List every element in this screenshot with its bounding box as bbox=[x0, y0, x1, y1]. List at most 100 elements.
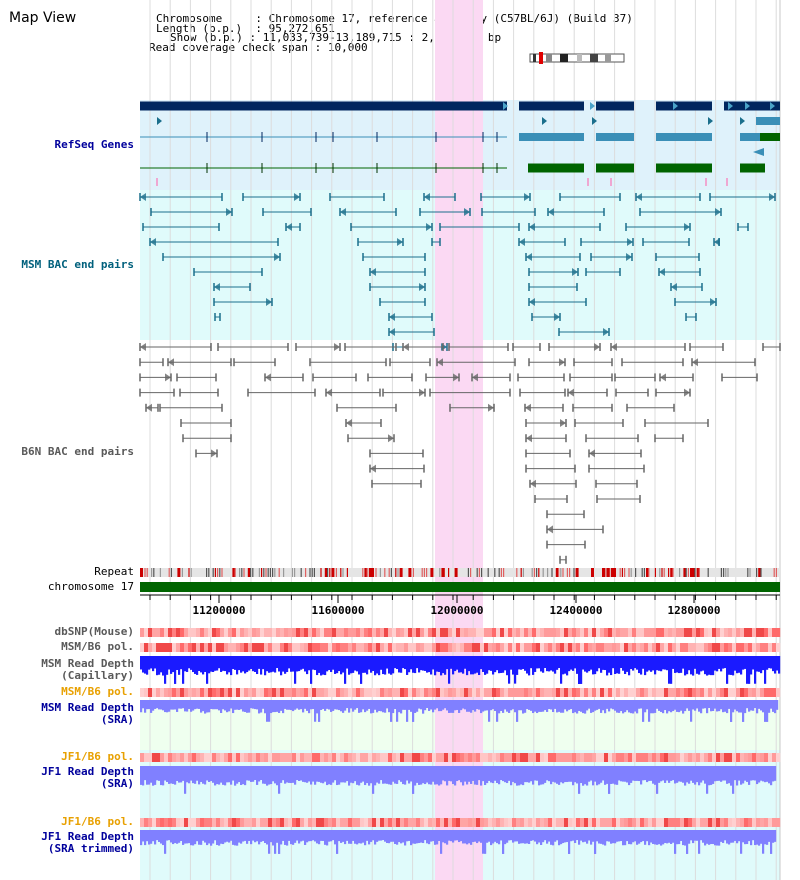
jf1-depth-sra-bar bbox=[238, 766, 241, 783]
jf1-depth-trim-bar bbox=[476, 830, 479, 844]
msm-b6-pol-strip-2-cell bbox=[688, 688, 693, 697]
msm-depth-sra-bar bbox=[318, 700, 321, 722]
repeat-element bbox=[602, 568, 605, 577]
jf1-depth-trim-bar bbox=[586, 830, 589, 844]
dbsnp-strip-cell bbox=[676, 628, 681, 637]
jf1-b6-pol-strip-1-cell bbox=[328, 753, 333, 762]
track-label-jf1-depth-sra[interactable]: JF1 Read Depth (SRA) bbox=[41, 766, 134, 790]
msm-depth-sra-bar bbox=[716, 700, 719, 712]
jf1-depth-sra-bar bbox=[534, 766, 537, 781]
jf1-b6-pol-strip-2-cell bbox=[180, 818, 185, 827]
track-label-msm-b6-pol-2[interactable]: MSM/B6 pol. bbox=[61, 685, 134, 698]
jf1-depth-sra-bar bbox=[504, 766, 507, 783]
msm-depth-sra-bar bbox=[380, 700, 383, 712]
dbsnp-strip-cell bbox=[316, 628, 321, 637]
jf1-b6-pol-strip-2-cell bbox=[384, 818, 389, 827]
pair-arrow bbox=[453, 373, 459, 382]
msm-depth-capillary-bar bbox=[426, 656, 429, 673]
repeat-element bbox=[335, 568, 337, 577]
jf1-b6-pol-strip-2-cell bbox=[468, 818, 473, 827]
jf1-b6-pol-strip-2-cell bbox=[360, 818, 365, 827]
track-label-dbsnp[interactable]: dbSNP(Mouse) bbox=[54, 625, 134, 638]
dbsnp-strip-cell bbox=[192, 628, 197, 637]
track-label-msm-b6-pol-1[interactable]: MSM/B6 pol. bbox=[61, 640, 134, 653]
dbsnp-strip-cell bbox=[224, 628, 229, 637]
msm-depth-sra-bar bbox=[272, 700, 275, 713]
msm-b6-pol-strip-1-cell bbox=[528, 643, 533, 652]
pair-arrow bbox=[572, 268, 578, 276]
jf1-depth-sra-bar bbox=[472, 766, 475, 781]
jf1-b6-pol-strip-2-cell bbox=[412, 818, 417, 827]
msm-depth-capillary-bar bbox=[776, 656, 779, 671]
msm-depth-capillary-bar bbox=[246, 656, 249, 673]
msm-depth-sra-bar bbox=[166, 700, 169, 713]
jf1-depth-sra-bar bbox=[278, 766, 281, 794]
jf1-depth-trim-bar bbox=[768, 830, 771, 842]
jf1-depth-sra-bar bbox=[322, 766, 325, 784]
jf1-depth-sra-bar bbox=[450, 766, 453, 782]
msm-depth-capillary-bar bbox=[740, 656, 743, 675]
jf1-depth-sra-bar bbox=[396, 766, 399, 784]
msm-b6-pol-strip-1-cell bbox=[764, 643, 769, 652]
msm-depth-capillary-bar bbox=[578, 656, 581, 684]
dbsnp-strip-cell bbox=[504, 628, 509, 637]
jf1-b6-pol-strip-2-cell bbox=[568, 818, 573, 827]
jf1-depth-sra-bar bbox=[440, 766, 443, 785]
jf1-depth-trim-bar bbox=[758, 830, 761, 846]
jf1-b6-pol-strip-2-cell bbox=[344, 818, 349, 827]
msm-depth-capillary-bar bbox=[240, 656, 243, 673]
jf1-depth-sra-bar bbox=[294, 766, 297, 785]
jf1-depth-sra-bar bbox=[286, 766, 289, 783]
jf1-b6-pol-strip-2-cell bbox=[512, 818, 517, 827]
msm-depth-capillary-bar bbox=[508, 656, 511, 684]
msm-depth-sra-bar bbox=[282, 700, 285, 714]
jf1-b6-pol-strip-1-cell bbox=[300, 753, 305, 762]
track-label-jf1-depth-trim[interactable]: JF1 Read Depth (SRA trimmed) bbox=[41, 831, 134, 855]
msm-b6-pol-strip-1-cell bbox=[280, 643, 285, 652]
msm-b6-pol-strip-2-cell bbox=[724, 688, 729, 697]
msm-depth-capillary-bar bbox=[676, 656, 679, 673]
refseq-strand-arrow bbox=[542, 117, 547, 125]
track-label-jf1-b6-pol-2[interactable]: JF1/B6 pol. bbox=[61, 815, 134, 828]
jf1-b6-pol-strip-1-cell bbox=[484, 753, 489, 762]
jf1-depth-sra-bar bbox=[462, 766, 465, 786]
repeat-element bbox=[604, 568, 606, 577]
msm-b6-pol-strip-2-cell bbox=[304, 688, 309, 697]
msm-depth-sra-bar bbox=[488, 700, 491, 722]
jf1-depth-trim-bar bbox=[340, 830, 343, 843]
repeat-element bbox=[395, 568, 397, 577]
refseq-strand-arrow bbox=[708, 117, 713, 125]
track-label-msm-depth-cap[interactable]: MSM Read Depth (Capillary) bbox=[41, 658, 134, 682]
track-label-refseq[interactable]: RefSeq Genes bbox=[54, 138, 134, 151]
msm-depth-capillary-bar bbox=[450, 656, 453, 669]
msm-depth-capillary-bar bbox=[364, 656, 367, 673]
jf1-depth-sra-bar bbox=[748, 766, 751, 785]
msm-b6-pol-strip-2-cell bbox=[592, 688, 597, 697]
track-label-b6n-bac[interactable]: B6N BAC end pairs bbox=[21, 445, 134, 458]
jf1-depth-trim-bar bbox=[656, 830, 659, 845]
repeat-element bbox=[694, 568, 696, 577]
msm-depth-capillary-bar bbox=[720, 656, 723, 672]
dbsnp-strip-cell bbox=[416, 628, 421, 637]
track-label-jf1-b6-pol-1[interactable]: JF1/B6 pol. bbox=[61, 750, 134, 763]
msm-b6-pol-strip-2-cell bbox=[768, 688, 773, 697]
jf1-depth-trim-bar bbox=[474, 830, 477, 842]
repeat-element bbox=[390, 568, 392, 577]
msm-b6-pol-strip-2-cell bbox=[388, 688, 393, 697]
msm-depth-capillary-bar bbox=[682, 656, 685, 669]
track-label-msm-bac[interactable]: MSM BAC end pairs bbox=[21, 258, 134, 271]
repeat-element bbox=[379, 568, 381, 577]
msm-depth-sra-bar bbox=[766, 700, 769, 722]
msm-depth-capillary-bar bbox=[452, 656, 455, 675]
jf1-depth-trim-bar bbox=[548, 830, 551, 842]
msm-depth-cap-line2: (Capillary) bbox=[61, 669, 134, 682]
msm-depth-sra-bar bbox=[358, 700, 361, 713]
msm-b6-pol-strip-2-cell bbox=[532, 688, 537, 697]
jf1-depth-trim-bar bbox=[442, 830, 445, 843]
repeat-element bbox=[498, 568, 500, 577]
jf1-depth-trim-bar bbox=[342, 830, 345, 842]
jf1-depth-sra-bar bbox=[444, 766, 447, 782]
track-label-msm-depth-sra[interactable]: MSM Read Depth (SRA) bbox=[41, 702, 134, 726]
msm-depth-capillary-bar bbox=[620, 656, 623, 669]
